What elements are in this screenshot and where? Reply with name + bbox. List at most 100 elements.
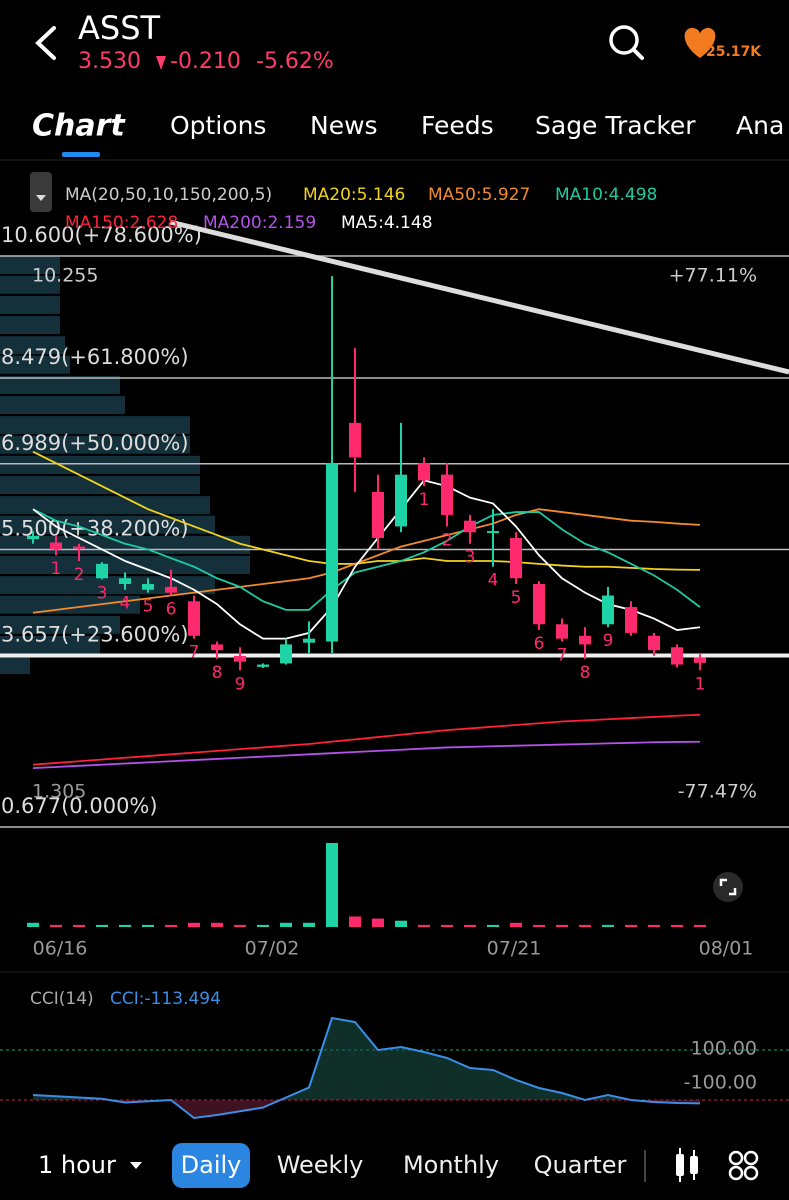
cci-tick-label: 100.00 — [691, 1038, 757, 1060]
ma-legend: MA200:2.159 — [203, 213, 316, 233]
toggle-caret — [36, 195, 46, 201]
candle-body — [326, 463, 338, 642]
period-button[interactable]: Weekly — [277, 1151, 364, 1179]
sequence-label: 2 — [442, 530, 453, 550]
indicator-toggle[interactable] — [30, 172, 52, 212]
candle-body — [303, 638, 315, 643]
expand-button[interactable] — [713, 872, 743, 902]
volume-profile-bar — [0, 556, 250, 575]
volume-profile-bar — [0, 275, 60, 294]
volume-bar — [234, 924, 246, 927]
interval-select[interactable]: 1 hour — [38, 1151, 116, 1179]
ma-legend: MA20:5.146 — [303, 185, 405, 205]
volume-bar — [349, 916, 361, 927]
date-label: 07/21 — [487, 938, 542, 960]
candle-body — [694, 657, 706, 663]
ma-title: MA(20,50,10,150,200,5) — [65, 185, 272, 205]
tab[interactable]: Ana — [736, 111, 784, 140]
volume-bar — [280, 922, 292, 927]
sequence-label: 5 — [143, 597, 154, 617]
volume-profile-bar — [0, 375, 120, 394]
sequence-label: 7 — [189, 643, 200, 663]
candle-body — [234, 655, 246, 662]
ma-line — [32, 508, 701, 614]
candle-body — [510, 537, 522, 579]
period-pill — [172, 1143, 250, 1188]
volume-profile-bar — [0, 595, 140, 614]
interval-caret — [130, 1162, 142, 1169]
period-button[interactable]: Monthly — [403, 1151, 499, 1179]
layout-button[interactable] — [728, 1150, 759, 1181]
symbol: ASST — [78, 9, 161, 47]
volume-profile-bar — [0, 615, 120, 634]
candle-body — [533, 583, 545, 625]
high-pct: +77.11% — [669, 265, 757, 287]
candle-body — [648, 635, 660, 651]
fib-label: 6.989(+50.000%) — [1, 431, 189, 455]
sequence-label: 1 — [695, 674, 706, 694]
volume-bar — [625, 924, 637, 927]
price: 3.530 — [78, 49, 141, 74]
candle-body — [464, 520, 476, 533]
tab-underline — [62, 152, 100, 157]
volume-profile-bar — [0, 355, 70, 374]
date-label: 07/02 — [245, 938, 300, 960]
sequence-label: 8 — [212, 663, 223, 683]
candle-body — [602, 595, 614, 625]
tab[interactable]: Sage Tracker — [535, 111, 696, 140]
period-button[interactable]: Quarter — [534, 1151, 627, 1179]
volume-profile-bar — [0, 635, 100, 654]
fib-label: 8.479(+61.800%) — [1, 345, 189, 369]
sequence-label: 7 — [557, 646, 568, 666]
candle-body — [188, 601, 200, 636]
volume-bar — [441, 924, 453, 927]
volume-profile-bar — [0, 295, 60, 314]
volume-bar — [326, 843, 338, 927]
plot: 10.600(+78.600%) 8.479(+61.800%) 6.989(+50… — [0, 223, 789, 927]
tab-chart[interactable]: Chart — [32, 109, 126, 144]
candle-type-button[interactable] — [676, 1148, 698, 1182]
period-button[interactable]: Daily — [181, 1151, 242, 1179]
icon-part — [728, 1165, 744, 1181]
volume-bar — [395, 920, 407, 927]
date-label: 06/16 — [33, 938, 88, 960]
sequence-label: 9 — [603, 631, 614, 651]
cci-title: CCI(14) — [30, 989, 94, 1009]
candle-body — [96, 563, 108, 579]
sequence-label: 1 — [51, 559, 62, 579]
ma-line — [32, 450, 701, 571]
sequence-label: 4 — [488, 571, 499, 591]
back-button[interactable] — [35, 26, 56, 60]
sequence-label: 5 — [511, 588, 522, 608]
expand-icon — [719, 878, 737, 896]
volume-bar — [27, 922, 39, 927]
sequence-label: 9 — [235, 674, 246, 694]
fib-label: 3.657(+23.600%) — [1, 623, 189, 647]
ma-line — [32, 740, 701, 770]
search-button[interactable] — [609, 25, 644, 60]
candle-body — [579, 635, 591, 645]
follow-icon[interactable] — [684, 28, 716, 58]
trendline — [169, 219, 789, 375]
search-icon — [609, 25, 639, 55]
tab[interactable]: Feeds — [421, 111, 494, 140]
volume-bar — [556, 924, 568, 927]
volume-bar — [50, 924, 62, 927]
tab[interactable]: Options — [170, 111, 266, 140]
volume-bar — [510, 922, 522, 927]
icon-part — [728, 1150, 744, 1166]
candle-body — [349, 422, 361, 458]
volume-bar — [257, 924, 269, 927]
cci-fill-up — [33, 1018, 700, 1100]
high-price: 10.255 — [32, 265, 98, 287]
sequence-label: 6 — [534, 634, 545, 654]
candle-body — [27, 535, 39, 540]
tab[interactable]: News — [310, 111, 378, 140]
volume-profile-bar — [0, 455, 200, 474]
volume-bar — [165, 924, 177, 927]
volume-profile-bar — [0, 336, 65, 355]
volume-bar — [464, 924, 476, 927]
candle-body — [487, 531, 499, 534]
down-arrow — [156, 56, 166, 70]
